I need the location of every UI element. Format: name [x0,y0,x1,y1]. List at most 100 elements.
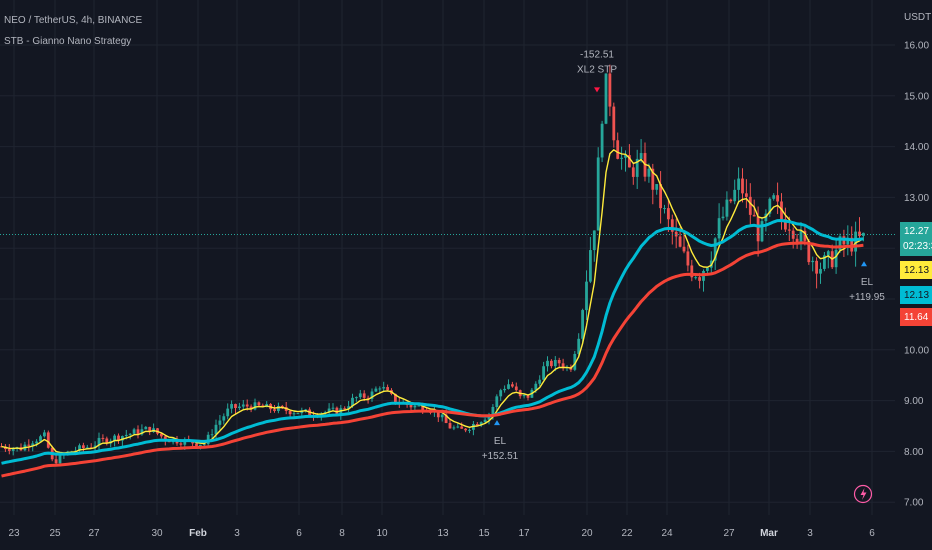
candle-body [117,435,120,441]
x-tick-label: 24 [661,528,673,539]
candle-body [144,426,148,430]
price-axis[interactable]: 16.0015.0014.0013.0012.0011.0010.009.008… [904,12,931,509]
x-tick-label: 23 [8,528,20,539]
candle-body [409,405,413,408]
candle-body [206,434,210,445]
candle-body [616,140,620,159]
candle-body [327,408,331,413]
candle-body [589,250,592,282]
candle-body [573,353,577,370]
moving-averages [1,149,864,478]
candle-body [542,366,545,380]
candle-body [862,232,865,236]
candle-body [105,438,109,444]
candle-body [682,246,686,252]
candle-body [343,408,347,410]
candle-body [620,157,623,159]
candle-body [811,260,815,263]
x-tick-label: 13 [437,528,449,539]
candle-body [202,444,206,446]
candle-body [93,445,97,448]
x-tick-label: 6 [296,528,302,539]
candle-body [624,155,627,158]
candle-body [717,218,721,239]
x-tick-label: 22 [621,528,633,539]
candle-body [686,251,690,266]
candle-body [452,427,456,429]
candle-body [464,428,467,431]
candle-body [550,360,553,367]
candle-body [729,199,733,202]
candle-body [113,435,116,441]
x-tick-label: 3 [234,528,240,539]
candle-body [331,407,335,409]
candle-body [495,396,499,407]
candle-body [101,437,105,439]
lightning-icon[interactable] [853,484,873,504]
signal-value: -152.51 [580,49,614,60]
candle-body [362,393,366,398]
x-tick-label: 27 [88,528,100,539]
candle-body [698,277,701,281]
candle-body [678,236,682,247]
x-tick-label: 10 [376,528,388,539]
signal-value: +119.95 [849,292,885,303]
candle-body [721,216,725,219]
candle-body [499,390,503,397]
exit-arrow [594,87,600,93]
candle-body [358,393,362,398]
time-axis[interactable]: 23 25 27 30 Feb 3 6 8 10 13 15 17 20 22 24 27 Mar 3 6 [8,528,875,539]
candle-body [581,310,584,339]
candle-body [370,391,374,399]
grid-lines [0,0,895,515]
price-badge [900,222,932,256]
candle-body [448,423,452,429]
candle-body [468,429,471,431]
candle-body [858,231,861,236]
price-badge [900,286,932,304]
candle-body [838,236,842,250]
candle-body [725,199,729,217]
candle-body [160,433,163,437]
candle-body [374,388,378,392]
candle-body [456,426,460,428]
candle-body [413,405,417,408]
candle-body [351,397,354,407]
candle-body [819,268,822,274]
symbol-title[interactable]: NEO / TetherUS, 4h, BINANCE [4,15,143,26]
candle-body [238,406,241,409]
candle-body [440,414,444,418]
candle-body [347,406,350,409]
candle-body [795,238,799,243]
candle-body [214,424,218,435]
y-axis-unit: USDT [904,12,931,23]
x-tick-label: 15 [478,528,490,539]
indicator-label[interactable]: STB - Gianno Nano Strategy [4,36,132,47]
candle-body [421,405,425,412]
candle-body [600,123,604,158]
countdown-label: 02:23:30 [903,241,932,252]
candle-body [257,402,261,406]
x-tick-label: 30 [151,528,163,539]
candle-body [628,155,631,168]
candle-body [690,265,694,278]
candle-body [526,394,530,398]
candle-body [791,230,795,239]
price-badge-label: 12.13 [904,290,929,301]
candle-body [748,196,752,215]
x-tick-label: 6 [869,528,875,539]
candle-body [179,443,183,445]
candle-body [288,410,292,415]
candle-body [136,429,140,435]
x-tick-label: 8 [339,528,345,539]
y-tick-label: 13.00 [904,193,929,204]
candle-body [651,168,655,190]
candle-body [460,426,464,429]
x-tick-label: Feb [189,528,207,539]
candle-body [82,445,85,449]
candle-body [846,237,850,245]
candle-body [577,338,581,354]
candle-body [807,240,811,263]
candle-body [834,249,838,268]
